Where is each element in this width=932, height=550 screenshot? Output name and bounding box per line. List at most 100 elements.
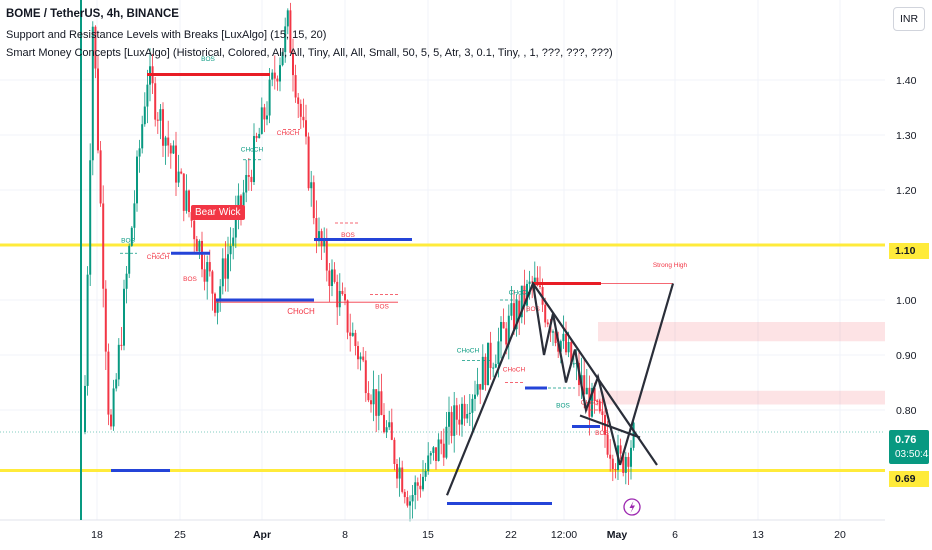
candle-body-93 xyxy=(325,239,328,271)
candle-body-106 xyxy=(359,356,362,360)
candle-body-147 xyxy=(466,414,469,419)
smc-label-8: BOS xyxy=(375,303,389,310)
candle-body-16 xyxy=(125,273,128,289)
candle-body-61 xyxy=(242,192,245,207)
candle-body-129 xyxy=(419,485,422,490)
candle-body-136 xyxy=(437,439,440,461)
candle-body-0 xyxy=(84,385,86,432)
candle-body-4 xyxy=(94,26,97,69)
resistance-zones xyxy=(598,322,885,405)
candle-body-20 xyxy=(136,156,138,204)
strong-high-label: Strong High xyxy=(653,262,688,269)
candle-body-100 xyxy=(344,294,346,301)
candle-body-182 xyxy=(557,343,560,352)
candle-body-164 xyxy=(510,303,513,316)
candle-body-96 xyxy=(333,269,336,282)
candle-body-123 xyxy=(403,491,406,498)
candle-body-50 xyxy=(214,293,216,313)
candle-body-135 xyxy=(435,447,437,461)
candle-body-169 xyxy=(523,285,526,306)
candle-body-113 xyxy=(377,391,380,416)
candle-body-84 xyxy=(302,116,305,121)
time-label-2: Apr xyxy=(253,529,271,541)
candle-body-114 xyxy=(380,391,383,415)
candle-body-9 xyxy=(107,351,110,415)
candle-body-40 xyxy=(188,190,190,212)
candle-body-140 xyxy=(448,412,450,427)
candle-body-178 xyxy=(546,322,549,325)
candle-body-131 xyxy=(424,470,427,477)
candle-body-108 xyxy=(364,360,367,394)
candle-body-203 xyxy=(611,458,614,470)
candle-body-56 xyxy=(229,245,232,255)
candle-body-35 xyxy=(175,145,177,183)
candle-body-69 xyxy=(263,107,266,120)
chart-grid xyxy=(0,0,885,520)
candle-body-33 xyxy=(169,145,172,154)
candle-body-99 xyxy=(341,290,344,295)
candle-body-101 xyxy=(346,300,349,333)
price-tick-0: 1.40 xyxy=(896,75,917,87)
candle-body-24 xyxy=(146,84,149,107)
candle-body-189 xyxy=(575,362,578,364)
candle-body-55 xyxy=(227,254,229,279)
smc-label-12: BOS xyxy=(526,306,540,313)
candle-body-138 xyxy=(442,443,445,458)
candle-body-122 xyxy=(401,467,404,492)
currency-button[interactable]: INR xyxy=(893,7,925,31)
indicator-smc[interactable]: Smart Money Concepts [LuxAlgo] (Historic… xyxy=(6,47,613,59)
candle-body-36 xyxy=(177,171,180,183)
candle-body-150 xyxy=(474,394,476,399)
candle-body-137 xyxy=(440,439,443,444)
candle-body-29 xyxy=(159,109,162,121)
projection-line xyxy=(618,283,675,466)
time-label-4: 15 xyxy=(422,529,434,541)
candle-body-119 xyxy=(393,439,396,464)
candle-body-73 xyxy=(273,72,276,79)
candle-body-48 xyxy=(208,262,211,272)
candle-body-153 xyxy=(481,356,484,390)
indicator-sr-levels[interactable]: Support and Resistance Levels with Break… xyxy=(6,29,327,41)
candle-body-174 xyxy=(536,277,539,286)
candle-body-47 xyxy=(206,262,209,282)
candle-body-157 xyxy=(492,367,495,369)
candle-body-51 xyxy=(216,301,219,313)
candle-body-15 xyxy=(123,288,125,346)
candle-body-127 xyxy=(414,482,417,496)
candle-body-2 xyxy=(89,160,92,275)
candle-body-163 xyxy=(507,315,510,345)
smc-label-14: CHoCH xyxy=(581,400,604,407)
candle-body-52 xyxy=(219,286,222,302)
symbol-title[interactable]: BOME / TetherUS, 4h, BINANCE xyxy=(6,8,179,20)
candle-body-17 xyxy=(128,245,131,274)
candle-body-115 xyxy=(383,414,385,433)
candle-body-146 xyxy=(463,403,466,419)
time-label-7: May xyxy=(607,529,628,541)
candle-body-156 xyxy=(489,342,492,368)
candle-body-49 xyxy=(211,271,214,294)
candle-body-167 xyxy=(518,300,521,318)
candle-body-143 xyxy=(455,405,458,420)
candle-body-173 xyxy=(533,277,536,283)
candle-body-7 xyxy=(102,203,105,289)
candle-body-97 xyxy=(336,281,339,308)
axes: 18 25 Apr 8 15 22 12:00 May 6 13 20 1.40 1.30 1.20 1.0… xyxy=(0,0,917,541)
candle-body-121 xyxy=(398,467,401,479)
candle-body-102 xyxy=(349,332,352,336)
smc-label-5: CHoCH xyxy=(277,130,300,137)
candle-body-64 xyxy=(250,176,253,183)
candle-body-58 xyxy=(234,213,237,238)
candle-body-165 xyxy=(513,303,515,330)
candle-body-98 xyxy=(338,290,341,308)
candle-body-70 xyxy=(266,115,268,120)
candle-body-197 xyxy=(596,401,599,403)
price-tick-3: 1.00 xyxy=(896,295,917,307)
candle-body-90 xyxy=(318,231,320,242)
time-label-9: 13 xyxy=(752,529,764,541)
candle-body-32 xyxy=(167,137,170,146)
price-tick-4: 0.90 xyxy=(896,350,917,362)
candle-body-132 xyxy=(427,455,430,471)
candle-body-14 xyxy=(120,344,123,346)
candle-body-67 xyxy=(258,133,261,139)
